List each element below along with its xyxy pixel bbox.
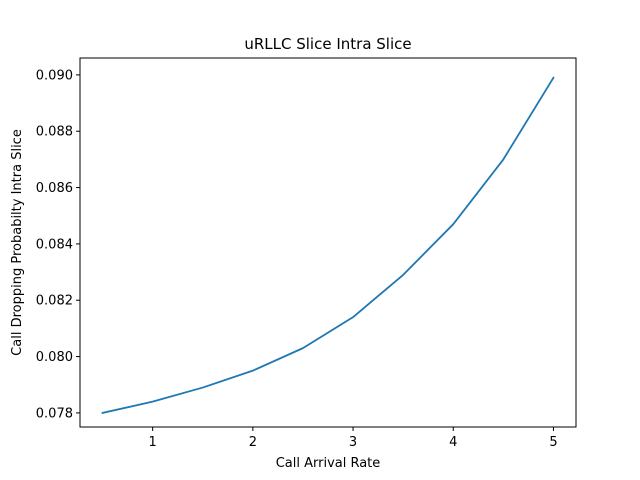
y-tick-label: 0.080: [36, 350, 73, 365]
y-axis: 0.078 0.080 0.082 0.084 0.086 0.088 0.090: [36, 68, 80, 421]
y-tick-label: 0.088: [36, 125, 73, 140]
x-tick-label: 5: [549, 435, 557, 450]
y-tick-label: 0.086: [36, 181, 73, 196]
x-tick-label: 4: [449, 435, 457, 450]
x-tick-label: 1: [149, 435, 157, 450]
x-tick-label: 2: [249, 435, 257, 450]
x-axis-label: Call Arrival Rate: [276, 456, 381, 471]
x-tick-label: 3: [349, 435, 357, 450]
y-tick-label: 0.090: [36, 68, 73, 83]
y-tick-label: 0.084: [36, 237, 73, 252]
series-layer: [101, 76, 555, 414]
x-axis: 1 2 3 4 5: [149, 427, 558, 450]
axes-frame: [79, 57, 577, 428]
y-axis-label: Call Dropping Probabilty Intra Slice: [10, 129, 25, 356]
chart-title: uRLLC Slice Intra Slice: [244, 35, 411, 53]
series-line: [101, 76, 555, 414]
plot-area: [79, 57, 577, 428]
y-tick-label: 0.078: [36, 406, 73, 421]
y-tick-label: 0.082: [36, 294, 73, 309]
